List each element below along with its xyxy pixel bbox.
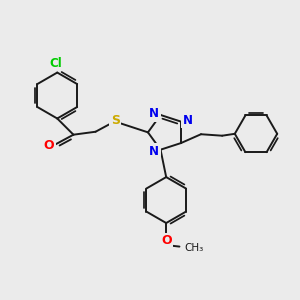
Text: CH₃: CH₃	[185, 243, 204, 253]
Text: S: S	[111, 114, 120, 127]
Text: O: O	[161, 234, 172, 247]
Text: O: O	[44, 139, 54, 152]
Text: N: N	[182, 114, 192, 127]
Text: N: N	[149, 145, 159, 158]
Text: N: N	[149, 107, 159, 120]
Text: Cl: Cl	[50, 57, 62, 70]
